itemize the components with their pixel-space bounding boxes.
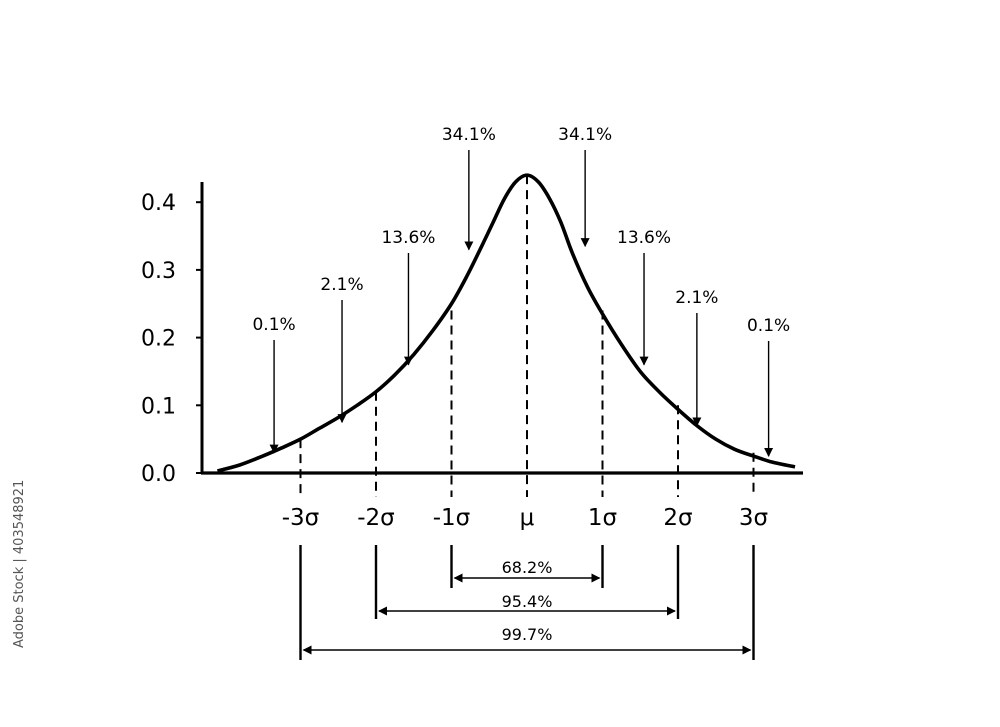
area-percentage-label: 0.1% bbox=[252, 315, 295, 335]
sigma-label: -2σ bbox=[357, 505, 395, 531]
area-percentage-labels: 0.1% 2.1% 13.6% 34.1% 34.1% 13.6% 2.1% 0.1% bbox=[252, 125, 790, 457]
y-tick-label: 0.0 bbox=[141, 462, 176, 487]
range-bracket-label: 68.2% bbox=[502, 558, 553, 577]
area-percentage-label: 13.6% bbox=[381, 228, 435, 248]
sigma-label: 3σ bbox=[739, 505, 768, 531]
range-bracket-label: 99.7% bbox=[502, 625, 553, 644]
y-tick-label: 0.3 bbox=[141, 259, 176, 284]
watermark-id: 403548921 bbox=[12, 479, 27, 555]
sigma-label: -1σ bbox=[433, 505, 471, 531]
y-axis-ticks: 0.0 0.1 0.2 0.3 0.4 bbox=[141, 191, 202, 487]
area-percentage-label: 0.1% bbox=[747, 316, 790, 336]
sigma-label: 1σ bbox=[588, 505, 617, 531]
stock-watermark-text: Adobe Stock | 403548921 bbox=[12, 480, 34, 648]
sigma-label: μ bbox=[520, 505, 535, 531]
y-tick-label: 0.1 bbox=[141, 394, 176, 419]
area-percentage-label: 13.6% bbox=[617, 228, 671, 248]
range-bracket-label: 95.4% bbox=[502, 592, 553, 611]
sigma-label: 2σ bbox=[663, 505, 692, 531]
area-percentage-label: 2.1% bbox=[320, 275, 363, 295]
area-percentage-label: 2.1% bbox=[675, 288, 718, 308]
area-percentage-label: 34.1% bbox=[442, 125, 496, 145]
sigma-markers: -3σ -2σ -1σ μ 1σ 2σ 3σ bbox=[282, 175, 768, 531]
sigma-label: -3σ bbox=[282, 505, 320, 531]
y-tick-label: 0.4 bbox=[141, 191, 176, 216]
bell-curve-line bbox=[216, 173, 796, 473]
area-percentage-label: 34.1% bbox=[558, 125, 612, 145]
range-brackets: 68.2% 95.4% 99.7% bbox=[299, 545, 755, 660]
watermark-brand: Adobe Stock | bbox=[12, 558, 27, 648]
y-tick-label: 0.2 bbox=[141, 327, 176, 352]
